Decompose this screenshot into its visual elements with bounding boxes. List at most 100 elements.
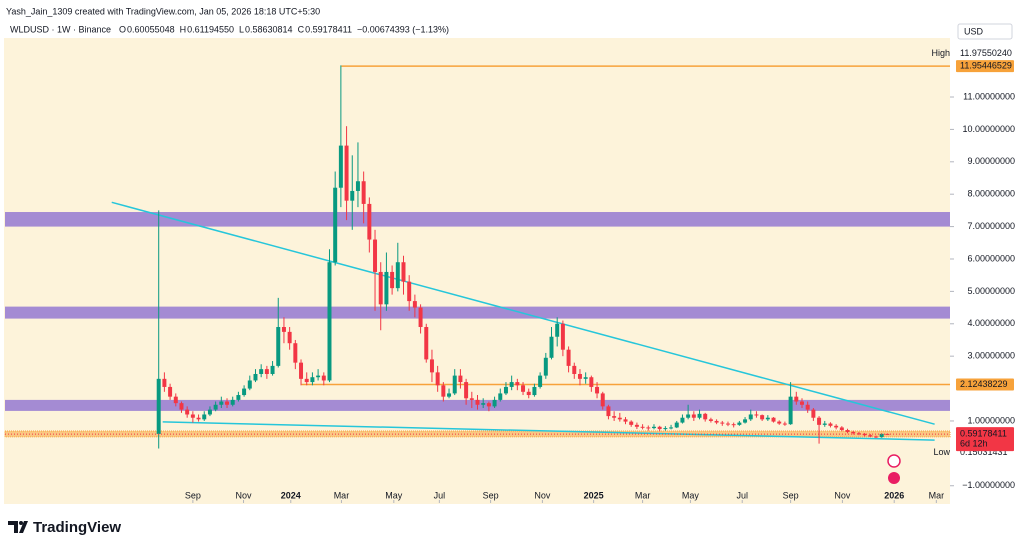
candle-body: [646, 427, 651, 429]
candle-body: [270, 365, 275, 374]
candle-body: [230, 399, 235, 405]
x-tick-label: Jul: [434, 490, 446, 500]
candle-body: [412, 301, 417, 308]
candle-body: [287, 331, 292, 344]
candle-body: [714, 420, 719, 423]
candle-body: [555, 323, 560, 337]
candle-body: [748, 414, 753, 420]
logo: [8, 521, 28, 533]
candle-body: [577, 373, 582, 379]
change: −0.00674393 (−1.13%): [357, 24, 449, 34]
candle-body: [173, 396, 178, 404]
candle-body: [395, 262, 400, 289]
candle-body: [384, 271, 389, 305]
candle-body: [475, 399, 480, 405]
candle-body: [344, 145, 349, 201]
candle-body: [190, 414, 195, 418]
low-value: 0.15031431: [960, 447, 1008, 457]
candle-body: [407, 281, 412, 302]
candle-body: [834, 425, 839, 428]
candle-body: [708, 419, 713, 421]
candle-body: [862, 433, 867, 436]
candle-body: [219, 401, 224, 405]
branding: TradingView: [33, 519, 121, 536]
candle-body: [731, 424, 736, 426]
y-tick-label: 10.00000000: [962, 124, 1015, 134]
candle-body: [760, 415, 765, 420]
candle-body: [418, 307, 423, 328]
high-label: High: [931, 48, 950, 58]
ohlc-key: O: [119, 24, 126, 34]
candle-body: [686, 414, 691, 418]
zone: [5, 306, 950, 319]
candle-body: [572, 365, 577, 374]
x-tick-label: Sep: [783, 490, 799, 500]
candle-body: [651, 426, 656, 429]
candle-body: [532, 386, 537, 396]
candle-body: [259, 369, 264, 374]
candle-body: [424, 327, 429, 360]
candle-body: [373, 239, 378, 272]
candle-body: [276, 327, 281, 366]
candle-body: [691, 414, 696, 418]
y-tick-label: 11.00000000: [963, 91, 1015, 101]
candle-body: [777, 421, 782, 424]
candle-body: [264, 369, 269, 374]
candle-body: [452, 375, 457, 394]
candle-body: [281, 327, 286, 332]
candle-body: [811, 409, 816, 418]
candle-body: [697, 413, 702, 418]
high-value: 11.97550240: [960, 48, 1012, 58]
candle-body: [458, 375, 463, 383]
candle-body: [782, 423, 787, 425]
attribution: Yash_Jain_1309 created with TradingView.…: [6, 6, 320, 16]
candle-body: [196, 417, 201, 420]
currency-box[interactable]: [957, 23, 1013, 40]
candle-body: [799, 401, 804, 405]
candle-body: [253, 373, 258, 381]
candle-body: [629, 421, 634, 425]
candle-body: [469, 398, 474, 400]
candle-body: [401, 262, 406, 282]
candle-body: [874, 436, 878, 438]
candle-body: [441, 385, 446, 397]
candle-body: [355, 181, 360, 191]
level-label: 11.95446529: [960, 60, 1012, 70]
countdown: 6d 12h: [960, 439, 988, 449]
candle-body: [765, 417, 770, 420]
x-tick-label: Mar: [334, 490, 350, 500]
y-tick-label: 6.00000000: [967, 253, 1015, 263]
low-label: Low: [933, 447, 950, 457]
candle-body: [207, 409, 212, 415]
level-tag: [956, 378, 1014, 391]
candle-body: [879, 433, 884, 438]
candle-body: [350, 190, 355, 201]
candle-body: [236, 395, 241, 400]
ohlc-key: C: [298, 24, 305, 34]
candle-body: [543, 357, 548, 376]
candle-body: [600, 393, 605, 407]
price-axis: [950, 38, 1020, 504]
candles: [156, 65, 890, 449]
x-tick-label: Mar: [635, 490, 651, 500]
candle-body: [788, 396, 793, 425]
candle-body: [498, 393, 503, 400]
candle-body: [771, 417, 776, 422]
candle-body: [640, 426, 645, 428]
candle-body: [657, 426, 662, 430]
icons[interactable]: [887, 454, 901, 484]
x-tick-label: 2025: [584, 490, 604, 500]
candle-body: [486, 403, 491, 407]
candle-body: [583, 377, 588, 379]
candle-body: [310, 377, 315, 383]
x-tick-label: May: [682, 490, 700, 500]
candle-body: [225, 401, 230, 405]
y-tick-label: 9.00000000: [967, 156, 1015, 166]
candle-body: [185, 409, 190, 415]
candle-body: [338, 145, 343, 188]
candle-body: [293, 343, 298, 363]
candle-body: [503, 386, 508, 394]
candle-body: [817, 417, 822, 425]
ohlc-value: 0.58630814: [245, 24, 293, 34]
